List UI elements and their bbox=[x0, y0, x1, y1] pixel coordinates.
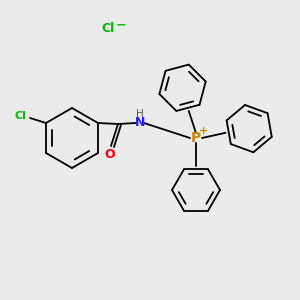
Text: +: + bbox=[200, 126, 208, 136]
Text: Cl: Cl bbox=[14, 111, 26, 121]
Text: P: P bbox=[191, 131, 201, 145]
Text: N: N bbox=[135, 116, 145, 128]
Text: H: H bbox=[136, 109, 144, 119]
Text: O: O bbox=[105, 148, 115, 160]
Text: Cl: Cl bbox=[101, 22, 115, 34]
Text: −: − bbox=[116, 19, 126, 32]
